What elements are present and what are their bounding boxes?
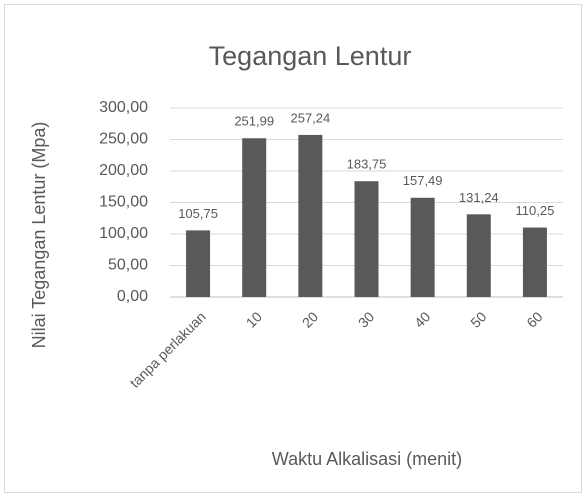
value-label: 105,75: [178, 206, 218, 221]
y-tick-label: 300,00: [99, 99, 148, 116]
y-tick-label: 100,00: [99, 225, 148, 242]
y-tick-label: 200,00: [99, 162, 148, 179]
y-axis-title: Nilai Tegangan Lentur (Mpa): [29, 122, 49, 349]
x-axis-title: Waktu Alkalisasi (menit): [272, 449, 462, 469]
bar: [466, 214, 491, 297]
value-label: 131,24: [459, 190, 499, 205]
bar: [410, 197, 435, 297]
value-label: 251,99: [234, 114, 274, 129]
y-tick-label: 150,00: [99, 194, 148, 211]
value-label: 157,49: [403, 173, 443, 188]
bar: [186, 230, 211, 297]
value-label: 183,75: [347, 157, 387, 172]
bar: [242, 138, 267, 297]
bar: [522, 227, 547, 297]
value-label: 110,25: [516, 203, 555, 218]
y-tick-label: 0,00: [117, 288, 148, 305]
chart-border: [4, 4, 582, 493]
value-label: 257,24: [290, 110, 330, 125]
bar: [354, 181, 379, 297]
bar: [298, 134, 323, 297]
y-tick-label: 50,00: [108, 257, 148, 274]
chart-title: Tegangan Lentur: [209, 41, 412, 71]
y-tick-label: 250,00: [99, 131, 148, 148]
